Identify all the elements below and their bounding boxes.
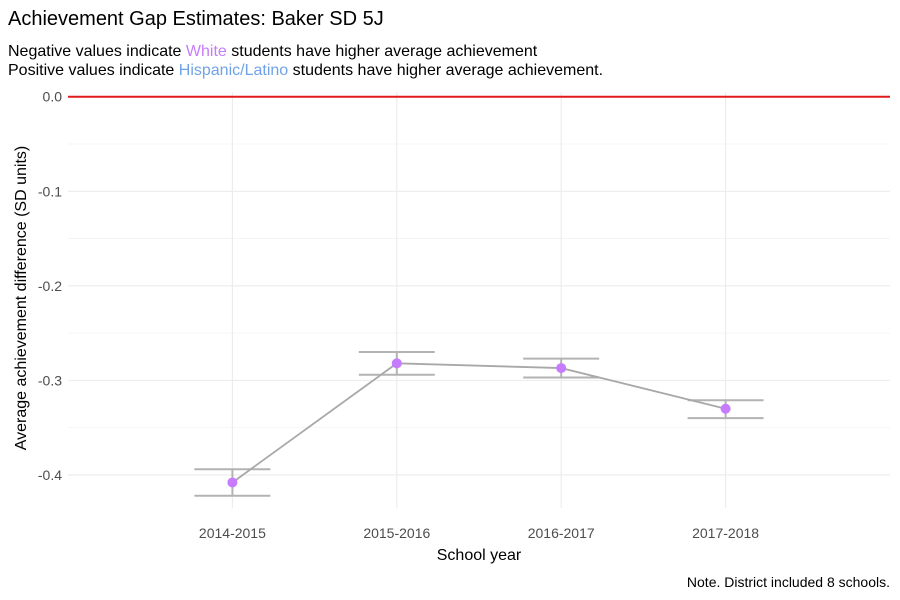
plot-area: 0.0 -0.1 -0.2 -0.3 -0.4 2014-2015 2015-2016 201… <box>38 89 890 541</box>
x-tick-label: 2014-2015 <box>199 525 266 541</box>
chart-subtitle-line-2: Positive values indicate Hispanic/Latino… <box>8 62 603 79</box>
data-point <box>391 358 402 369</box>
y-tick-label: -0.2 <box>38 278 62 294</box>
chart-caption: Note. District included 8 schools. <box>687 574 890 590</box>
y-tick-label: -0.4 <box>38 467 62 483</box>
subtitle-1-before: Negative values indicate <box>8 43 186 60</box>
subtitle-white-highlight: White <box>186 43 227 60</box>
x-axis-title: School year <box>437 547 522 564</box>
subtitle-hispanic-highlight: Hispanic/Latino <box>179 62 289 79</box>
subtitle-2-before: Positive values indicate <box>8 62 179 79</box>
y-tick-label: -0.3 <box>38 372 62 388</box>
x-tick-label: 2017-2018 <box>692 525 759 541</box>
subtitle-1-after: students have higher average achievement <box>227 43 538 60</box>
y-tick-label: 0.0 <box>43 89 63 105</box>
chart-subtitle-line-1: Negative values indicate White students … <box>8 43 538 60</box>
data-point <box>720 403 731 414</box>
series-line <box>231 362 726 484</box>
subtitle-2-after: students have higher average achievement… <box>288 62 603 79</box>
x-tick-label: 2016-2017 <box>528 525 595 541</box>
y-axis-title: Average achievement difference (SD units… <box>13 146 30 450</box>
data-point <box>556 363 567 374</box>
chart-title: Achievement Gap Estimates: Baker SD 5J <box>8 8 384 30</box>
y-tick-label: -0.1 <box>38 183 62 199</box>
x-tick-label: 2015-2016 <box>363 525 430 541</box>
data-point <box>227 477 238 488</box>
